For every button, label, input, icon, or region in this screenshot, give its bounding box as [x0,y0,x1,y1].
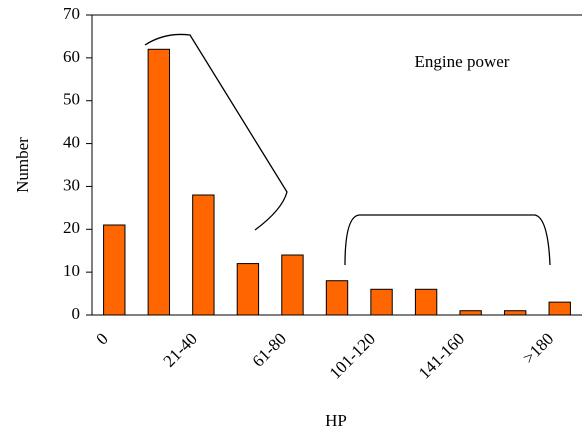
x-tick-label: >180 [519,329,557,367]
x-tick-label: 61-80 [249,329,290,370]
bar [503,310,527,316]
x-axis-label: HP [325,411,347,430]
y-tick-label: 50 [63,90,80,109]
x-tick-label: 141-160 [415,329,469,383]
y-axis-label: Number [13,137,32,193]
y-tick-label: 0 [72,304,81,323]
bar [147,48,171,316]
bar [192,194,215,316]
annotation: Engine power [415,52,510,71]
bar [236,263,260,316]
bracket [344,214,551,266]
y-tick-label: 20 [63,218,80,237]
bracket [144,33,288,231]
bar [414,288,438,316]
bar [281,254,304,316]
y-tick-label: 10 [63,261,80,280]
y-tick-label: 60 [63,47,80,66]
bar [459,310,482,316]
bar [325,280,349,316]
y-tick-label: 70 [63,4,80,23]
y-tick-label: 30 [63,175,80,194]
x-tick-label: 0 [92,329,111,348]
bar [548,301,571,316]
y-tick-label: 40 [63,132,80,151]
x-tick-label: 101-120 [326,329,380,383]
bar [103,224,126,316]
bar [370,288,393,316]
x-tick-label: 21-40 [159,329,200,370]
